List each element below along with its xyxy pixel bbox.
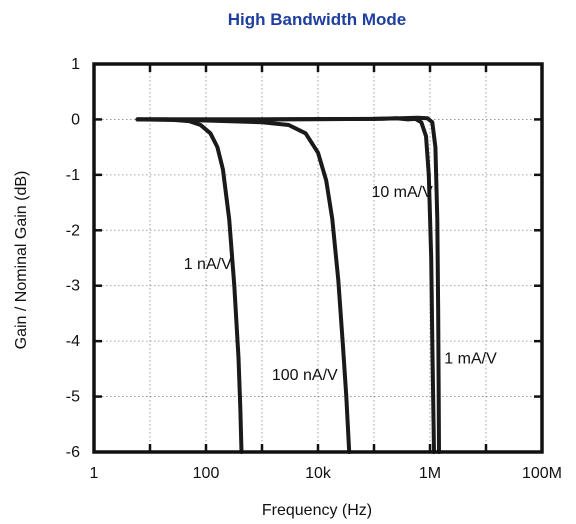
x-tick-label: 1 — [90, 465, 99, 482]
chart-title: High Bandwidth Mode — [228, 10, 406, 29]
x-tick-label: 10k — [305, 465, 332, 482]
series-curves — [135, 115, 441, 454]
series-line-1-ma-per-v — [135, 115, 441, 454]
series-line-10-ma-per-v — [135, 116, 436, 454]
series-annotations: 1 nA/V 100 nA/V 10 mA/V 1 mA/V — [184, 184, 497, 384]
y-tick-label: -2 — [66, 222, 80, 239]
x-tick-label: 1M — [419, 465, 441, 482]
y-tick-label: -3 — [66, 278, 80, 295]
series-annotation: 100 nA/V — [272, 367, 338, 384]
tick-marks — [94, 64, 542, 452]
series-annotation: 1 nA/V — [184, 256, 232, 273]
y-tick-label: -1 — [66, 167, 80, 184]
y-tick-labels: 1 0 -1 -2 -3 -4 -5 -6 — [66, 56, 80, 461]
series-annotation: 10 mA/V — [371, 184, 433, 201]
y-tick-label: -6 — [66, 444, 80, 461]
y-tick-label: 1 — [71, 56, 80, 73]
grid-lines — [94, 64, 542, 452]
series-annotation: 1 mA/V — [444, 350, 497, 367]
x-tick-labels: 1 100 10k 1M 100M — [90, 465, 562, 482]
y-tick-label: 0 — [71, 111, 80, 128]
x-tick-label: 100M — [522, 465, 562, 482]
y-tick-label: -4 — [66, 333, 80, 350]
x-tick-label: 100 — [193, 465, 220, 482]
series-line-1-na-per-v — [135, 117, 244, 454]
y-tick-label: -5 — [66, 389, 80, 406]
series-line-100-na-per-v — [135, 117, 352, 454]
plot-frame — [92, 62, 544, 454]
y-axis-label: Gain / Nominal Gain (dB) — [13, 171, 30, 350]
x-axis-label: Frequency (Hz) — [262, 502, 372, 519]
